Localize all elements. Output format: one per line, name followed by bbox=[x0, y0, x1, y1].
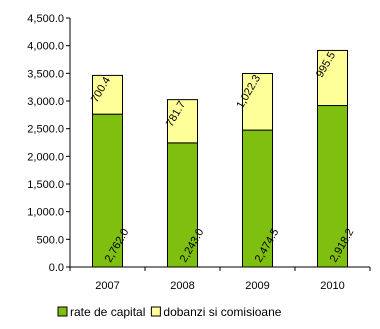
legend: rate de capital dobanzi si comisioane bbox=[57, 305, 282, 319]
x-tick-label: 2008 bbox=[170, 280, 194, 292]
x-tick-label: 2007 bbox=[95, 280, 119, 292]
legend-label: rate de capital bbox=[70, 305, 145, 319]
legend-swatch bbox=[150, 306, 161, 317]
legend-label: dobanzi si comisioane bbox=[163, 305, 281, 319]
bar-segment-rate-de-capital bbox=[167, 142, 198, 268]
bar-segment-dobanzi-si-comisioane bbox=[317, 49, 348, 107]
bar-segment-dobanzi-si-comisioane bbox=[242, 73, 273, 131]
y-tick-label: 500.0 bbox=[36, 234, 64, 246]
bar-segment-dobanzi-si-comisioane bbox=[167, 99, 198, 144]
bar-segment-rate-de-capital bbox=[92, 113, 123, 268]
x-tick-label: 2010 bbox=[320, 280, 344, 292]
y-tick-label: 4,000.0 bbox=[27, 41, 64, 53]
y-tick-label: 4,500.0 bbox=[27, 13, 64, 25]
y-tick-label: 2,500.0 bbox=[27, 124, 64, 136]
y-tick-label: 2,000.0 bbox=[27, 151, 64, 163]
y-axis: 0.0 500.0 1,000.0 1,500.0 2,000.0 2,500.0 3,00… bbox=[27, 13, 71, 274]
x-axis: 2007 2008 2009 2010 bbox=[69, 266, 371, 292]
y-tick-label: 3,500.0 bbox=[27, 68, 64, 80]
bar-segment-rate-de-capital bbox=[317, 105, 348, 268]
bars: 2,762.0700.42,243.0781.72,474.51,022.32,… bbox=[89, 49, 356, 268]
y-tick-label: 1,000.0 bbox=[27, 207, 64, 219]
y-tick-label: 0.0 bbox=[49, 262, 64, 274]
bar-segment-dobanzi-si-comisioane bbox=[92, 74, 123, 115]
y-tick-label: 3,000.0 bbox=[27, 96, 64, 108]
legend-swatch bbox=[57, 306, 68, 317]
x-tick-label: 2009 bbox=[245, 280, 269, 292]
y-tick-label: 1,500.0 bbox=[27, 179, 64, 191]
